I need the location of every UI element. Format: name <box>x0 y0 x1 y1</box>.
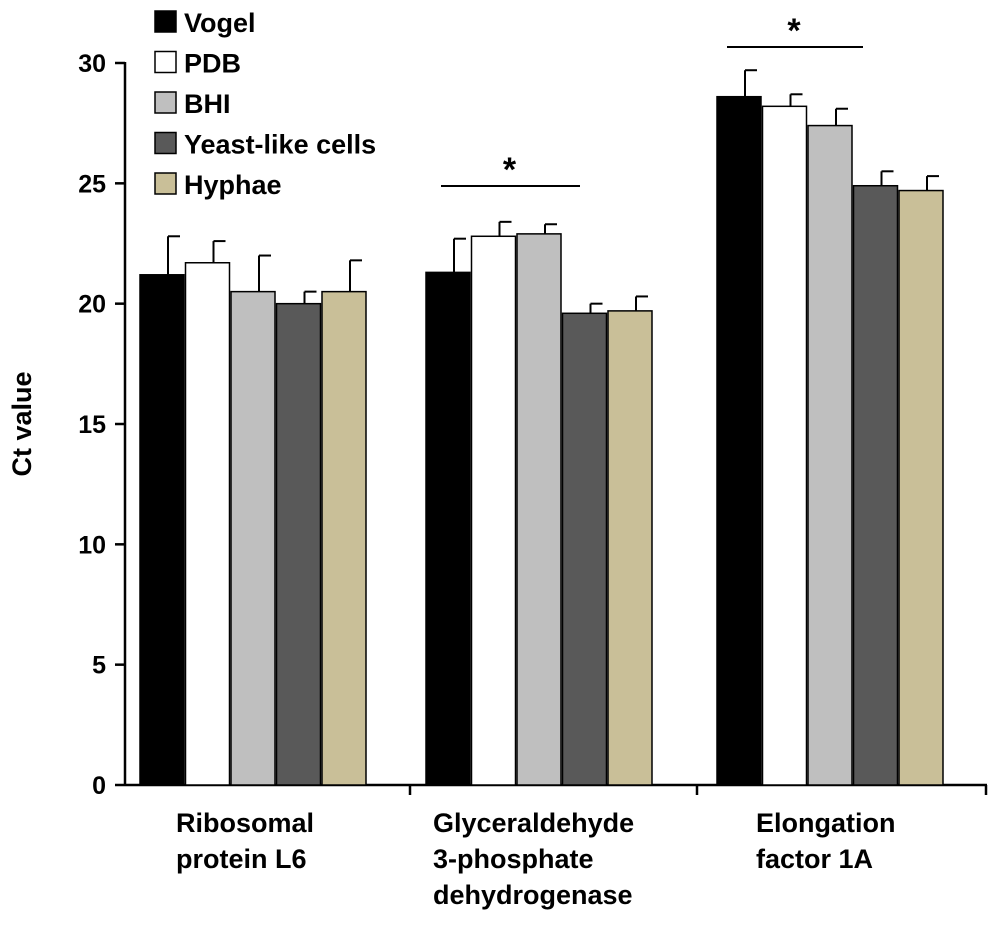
y-tick-label: 20 <box>78 291 106 319</box>
category-label: 3-phosphate <box>433 844 594 874</box>
bar-vogel <box>425 271 471 786</box>
legend-label: Yeast-like cells <box>184 130 376 160</box>
y-tick-label: 30 <box>78 50 106 78</box>
y-tick-label: 5 <box>92 652 106 680</box>
legend-swatch <box>154 10 177 33</box>
legend-label: Vogel <box>184 8 256 38</box>
y-tick-label: 25 <box>78 170 106 198</box>
bar-pdb <box>761 105 808 786</box>
y-tick-label: 0 <box>92 772 106 800</box>
legend-swatch <box>154 91 177 114</box>
y-axis-title: Ct value <box>7 371 37 476</box>
bar-vogel <box>139 274 185 786</box>
category-labels: Ribosomal protein L6 Glyceraldehyde 3-phosp… <box>176 808 895 910</box>
category-label: Ribosomal <box>176 808 314 838</box>
bar-yeast-like-cells <box>561 312 608 786</box>
category-label: Glyceraldehyde <box>433 808 634 838</box>
category-label: factor 1A <box>756 844 873 874</box>
legend-swatch <box>154 131 177 155</box>
bar-hyphae <box>321 290 367 786</box>
legend-swatch <box>154 172 177 195</box>
bar-hyphae <box>607 310 653 786</box>
y-axis-ticks: 0 5 10 15 20 25 30 <box>78 50 125 800</box>
bar-pdb <box>470 235 517 786</box>
bar-bhi <box>807 124 853 786</box>
category-label: dehydrogenase <box>433 880 633 910</box>
category-label: Elongation <box>756 808 895 838</box>
significance-asterisk: * <box>503 151 517 189</box>
bar-bhi <box>230 290 276 786</box>
bar-hyphae <box>898 189 944 786</box>
y-axis-label: Ct value <box>7 371 37 476</box>
bars <box>139 69 944 786</box>
bar-yeast-like-cells <box>275 302 322 786</box>
legend-label: Hyphae <box>184 170 282 200</box>
legend-label: BHI <box>184 89 231 119</box>
bar-bhi <box>516 233 562 786</box>
bar-pdb <box>184 262 231 786</box>
legend-swatch <box>154 50 177 74</box>
bar-vogel <box>716 95 762 786</box>
y-tick-label: 10 <box>78 531 106 559</box>
significance-annotations: ** <box>441 12 863 189</box>
legend-label: PDB <box>184 49 241 79</box>
y-tick-label: 15 <box>78 411 106 439</box>
significance-asterisk: * <box>787 12 801 50</box>
bar-yeast-like-cells <box>852 184 899 786</box>
category-label: protein L6 <box>176 844 307 874</box>
legend: Vogel PDB BHI Yeast-like cells Hyphae <box>154 8 376 200</box>
